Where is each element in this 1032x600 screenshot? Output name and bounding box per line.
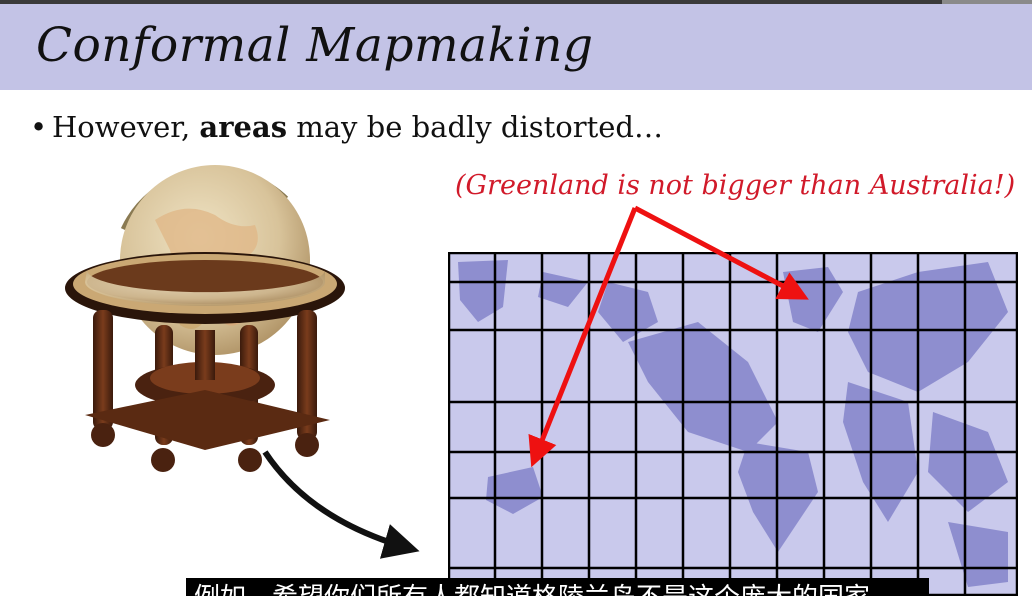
mercator-map — [447, 251, 1019, 597]
world-map-illustration — [447, 251, 1019, 597]
bullet-text-suffix: may be badly distorted… — [287, 110, 663, 144]
slide-title: Conformal Mapmaking — [36, 18, 594, 73]
window-top-bar — [0, 0, 1032, 4]
globe-icon — [65, 165, 345, 472]
bullet-text-bold: areas — [199, 110, 288, 144]
title-band: Conformal Mapmaking — [0, 4, 1032, 90]
bullet-icon: • — [30, 110, 48, 144]
bullet-point: • However, areas may be badly distorted… — [30, 110, 663, 144]
video-subtitle-caption: 例如，希望你们所有人都知道格陵兰岛不是这个庞大的国家 — [186, 578, 929, 596]
greenland-annotation: (Greenland is not bigger than Australia!… — [455, 170, 1016, 201]
window-top-bar-tick — [942, 0, 1032, 4]
bullet-text-prefix: However, — [52, 110, 200, 144]
globe-illustration — [55, 160, 355, 500]
